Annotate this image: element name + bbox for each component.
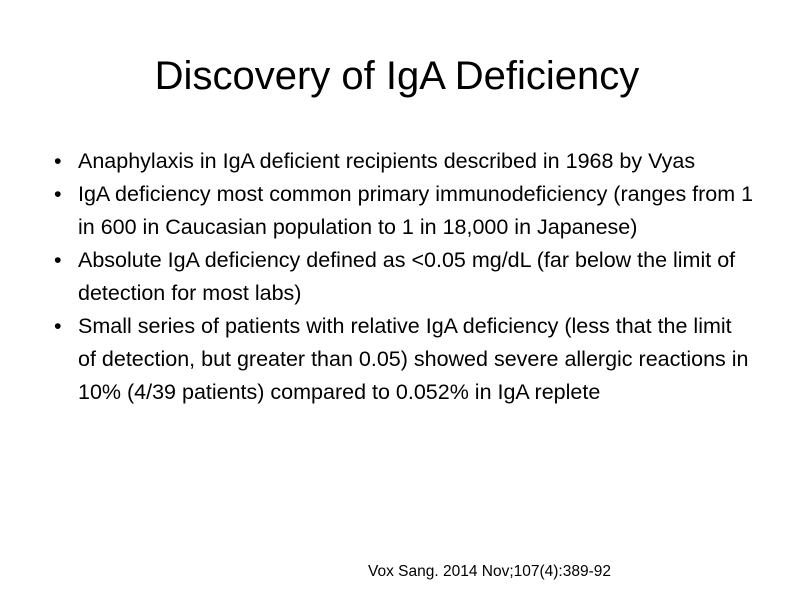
citation: Vox Sang. 2014 Nov;107(4):389-92 [368, 563, 612, 580]
bullet-list: • Anaphylaxis in IgA deficient recipient… [54, 145, 754, 409]
bullet-marker: • [54, 248, 62, 272]
bullet-item: • Anaphylaxis in IgA deficient recipient… [54, 145, 754, 178]
bullet-text: Anaphylaxis in IgA deficient recipients … [78, 149, 696, 173]
slide-title: Discovery of IgA Deficiency [154, 54, 640, 98]
bullet-item: • Small series of patients with relative… [54, 310, 754, 409]
bullet-item: • Absolute IgA deficiency defined as <0.… [54, 244, 754, 310]
bullet-text: Small series of patients with relative I… [78, 314, 749, 404]
bullet-marker: • [54, 314, 62, 338]
bullet-item: • IgA deficiency most common primary imm… [54, 178, 754, 244]
bullet-marker: • [54, 182, 62, 206]
bullet-text: IgA deficiency most common primary immun… [78, 182, 754, 239]
bullet-marker: • [54, 149, 62, 173]
bullet-text: Absolute IgA deficiency defined as <0.05… [78, 248, 736, 305]
